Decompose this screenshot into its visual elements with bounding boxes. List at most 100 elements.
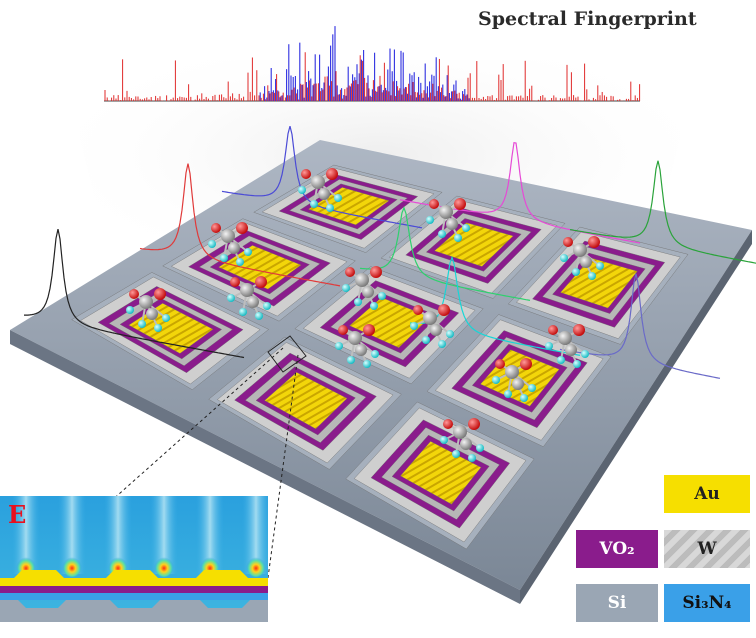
hydrogen-atom <box>560 254 568 262</box>
oxygen-atom <box>573 324 585 336</box>
carbon-atom <box>348 331 362 345</box>
hydrogen-atom <box>371 350 379 358</box>
hydrogen-atom <box>588 272 596 280</box>
hydrogen-atom <box>596 262 604 270</box>
resonance-curves <box>24 126 756 379</box>
hydrogen-atom <box>208 240 216 248</box>
carbon-atom <box>311 175 325 189</box>
zoom-marker <box>267 335 307 373</box>
carbon-atom <box>318 188 330 200</box>
resonance-curve <box>399 142 641 244</box>
carbon-atom <box>362 286 374 298</box>
hydrogen-atom <box>378 292 386 300</box>
hydrogen-atom <box>298 186 306 194</box>
hydrogen-atom <box>220 254 228 262</box>
resonance-curve <box>221 126 423 229</box>
legend-au-label: Au <box>694 484 720 504</box>
hydrogen-atom <box>263 302 271 310</box>
hydrogen-atom <box>326 204 334 212</box>
carbon-atom <box>460 438 472 450</box>
carbon-atom <box>221 229 235 243</box>
hydrogen-atom <box>476 444 484 452</box>
resonance-curve <box>139 163 341 287</box>
substrate-edge-right <box>520 230 752 604</box>
field-enhancement-inset: E <box>0 496 268 622</box>
hydrogen-atom <box>154 324 162 332</box>
hydrogen-atom <box>138 320 146 328</box>
oxygen-atom <box>588 236 600 248</box>
carbon-atom <box>453 425 467 439</box>
electric-field-label: E <box>8 500 27 529</box>
resonance-curve <box>409 255 581 356</box>
hydrogen-atom <box>310 200 318 208</box>
carbon-atom <box>146 308 158 320</box>
carbon-atom <box>423 311 437 325</box>
legend-si-label: Si <box>607 593 627 613</box>
hydrogen-atom <box>468 454 476 462</box>
field-map <box>0 496 268 622</box>
hydrogen-atom <box>347 356 355 364</box>
carbon-atom <box>247 296 259 308</box>
oxygen-atom <box>438 304 450 316</box>
zoom-line-right <box>264 354 299 601</box>
hydrogen-atom <box>440 436 448 444</box>
metasurface-pixel <box>208 336 402 470</box>
legend-vo2: VO₂ <box>576 530 658 568</box>
legend-w: W <box>664 530 750 568</box>
hydrogen-atom <box>342 284 350 292</box>
oxygen-atom <box>255 276 267 288</box>
hydrogen-atom <box>572 268 580 276</box>
carbon-atom <box>228 242 240 254</box>
carbon-atom <box>580 256 592 268</box>
oxygen-atom <box>326 168 338 180</box>
carbon-atom <box>573 243 587 257</box>
oxygen-atom <box>230 277 240 287</box>
oxygen-atom <box>363 324 375 336</box>
hydrogen-atom <box>557 356 565 364</box>
resonance-curve <box>24 228 245 359</box>
carbon-atom <box>355 344 367 356</box>
spectral-fingerprint-title: Spectral Fingerprint <box>478 8 697 30</box>
legend-si3n4-label: Si₃N₄ <box>682 593 732 613</box>
hydrogen-atom <box>446 330 454 338</box>
legend-au: Au <box>664 475 750 513</box>
oxygen-atom <box>563 237 573 247</box>
hydrogen-atom <box>520 394 528 402</box>
hydrogen-atom <box>244 248 252 256</box>
oxygen-atom <box>413 305 423 315</box>
oxygen-atom <box>236 222 248 234</box>
hydrogen-atom <box>239 308 247 316</box>
oxygen-atom <box>468 418 480 430</box>
oxygen-atom <box>443 419 453 429</box>
hydrogen-atom <box>426 216 434 224</box>
oxygen-atom <box>520 358 532 370</box>
carbon-atom <box>439 205 453 219</box>
hydrogen-atom <box>438 230 446 238</box>
carbon-atom <box>505 365 519 379</box>
hydrogen-atom <box>573 360 581 368</box>
hydrogen-atom <box>354 298 362 306</box>
hydrogen-atom <box>422 336 430 344</box>
carbon-atom <box>139 295 153 309</box>
oxygen-atom <box>301 169 311 179</box>
hydrogen-atom <box>334 194 342 202</box>
oxygen-atom <box>548 325 558 335</box>
molecules <box>126 168 604 462</box>
hydrogen-atom <box>528 384 536 392</box>
legend-si: Si <box>576 584 658 622</box>
hydrogen-atom <box>410 322 418 330</box>
oxygen-atom <box>454 198 466 210</box>
hydrogen-atom <box>438 340 446 348</box>
hydrogen-atom <box>236 258 244 266</box>
oxygen-atom <box>211 223 221 233</box>
hydrogen-atom <box>581 350 589 358</box>
substrate-edge-left <box>10 330 520 604</box>
carbon-atom <box>446 218 458 230</box>
hydrogen-atom <box>335 342 343 350</box>
hydrogen-atom <box>462 224 470 232</box>
carbon-atom <box>430 324 442 336</box>
legend-vo2-label: VO₂ <box>599 539 635 559</box>
oxygen-atom <box>429 199 439 209</box>
hydrogen-atom <box>454 234 462 242</box>
